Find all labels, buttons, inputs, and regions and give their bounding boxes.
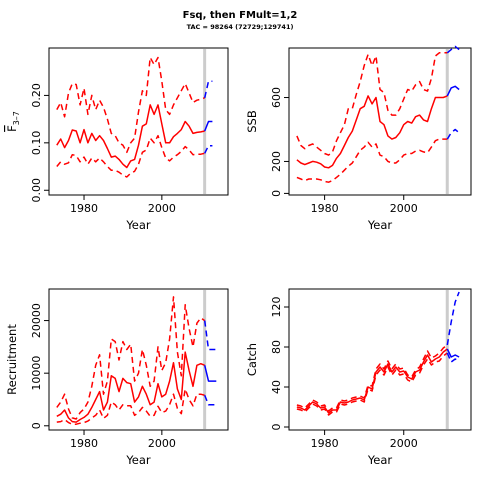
fbar-y-axis-label-subscript: 3–7 — [12, 111, 21, 125]
recruitment-lower-line — [56, 388, 205, 425]
ssb-lower-line — [296, 138, 448, 183]
fbar-plot-frame — [48, 47, 229, 196]
recruitment-x-tick-label: 2000 — [148, 437, 176, 450]
ssb-plot-frame — [288, 47, 472, 196]
recruitment-proj-lower-line — [204, 395, 217, 406]
figure-subtitle: TAC = 98264 (72729;129741) — [186, 23, 294, 31]
ssb-proj-lower-line — [446, 128, 460, 140]
catch-x-tick-label: 2000 — [390, 437, 418, 450]
catch-panel: 1980 2000 0 40 80 120 Year Catch — [245, 288, 472, 467]
ssb-x-tick-label: 2000 — [390, 202, 418, 215]
recruitment-upper-line — [56, 296, 206, 420]
catch-plot-frame — [288, 288, 472, 431]
fbar-y-tick-label: 0.10 — [30, 131, 43, 156]
recruitment-y-tick-label: 10000 — [30, 356, 43, 391]
catch-y-tick-label: 80 — [270, 340, 283, 354]
recruitment-proj-median-line — [203, 365, 217, 382]
ssb-median-line — [296, 95, 448, 169]
catch-lower-line — [296, 352, 448, 416]
fbar-median-line — [56, 104, 205, 169]
fbar-upper-line — [56, 56, 205, 154]
fbar-y-tick-label: 0.20 — [30, 83, 43, 108]
fbar-panel: 1980 2000 0.00 0.10 0.20 Year F3–7 — [5, 47, 229, 232]
figure-title: Fsq, then FMult=1,2 — [182, 10, 298, 21]
ssb-x-axis-label: Year — [367, 218, 393, 232]
catch-y-tick-label: 0 — [270, 424, 283, 431]
fbar-lower-line — [56, 134, 205, 178]
fbar-x-tick-label: 1980 — [70, 202, 98, 215]
recruitment-y-tick-label: 0 — [30, 422, 43, 429]
ssb-panel: 1980 2000 0 200 600 Year SSB — [245, 45, 472, 232]
fbar-x-tick-label: 2000 — [148, 202, 176, 215]
fbar-proj-upper-line — [203, 80, 213, 98]
recruitment-x-tick-label: 1980 — [70, 437, 98, 450]
ssb-x-tick-label: 1980 — [311, 202, 339, 215]
fbar-proj-median-line — [204, 120, 213, 132]
fbar-x-axis-label: Year — [125, 218, 151, 232]
catch-y-axis-label: Catch — [245, 343, 259, 376]
catch-proj-median-line — [446, 348, 460, 358]
catch-proj-lower-line — [446, 352, 460, 363]
fbar-y-axis-label-main: F — [5, 125, 19, 132]
ssb-y-axis-label: SSB — [245, 110, 259, 133]
catch-y-tick-label: 40 — [270, 380, 283, 394]
catch-upper-line — [296, 344, 448, 412]
catch-median-line — [296, 348, 448, 414]
fbar-y-axis-label: F3–7 — [5, 111, 21, 132]
recruitment-y-tick-label: 20000 — [30, 303, 43, 338]
fbar-y-tick-label: 0.00 — [30, 178, 43, 203]
fbar-proj-lower-line — [204, 144, 213, 154]
ssb-proj-upper-line — [446, 45, 460, 54]
recruitment-proj-upper-line — [203, 320, 217, 351]
ssb-y-tick-label: 0 — [270, 190, 283, 197]
recruitment-x-axis-label: Year — [125, 453, 151, 467]
recruitment-median-line — [56, 351, 205, 423]
catch-y-tick-label: 120 — [270, 297, 283, 318]
ssb-y-tick-label: 600 — [270, 87, 283, 108]
ssb-proj-median-line — [446, 85, 460, 97]
recruitment-y-axis-label: Recruitment — [5, 324, 19, 395]
catch-x-axis-label: Year — [367, 453, 393, 467]
catch-proj-upper-line — [446, 291, 460, 346]
recruitment-plot-frame — [48, 288, 229, 431]
ssb-y-tick-label: 200 — [270, 151, 283, 172]
catch-x-tick-label: 1980 — [311, 437, 339, 450]
